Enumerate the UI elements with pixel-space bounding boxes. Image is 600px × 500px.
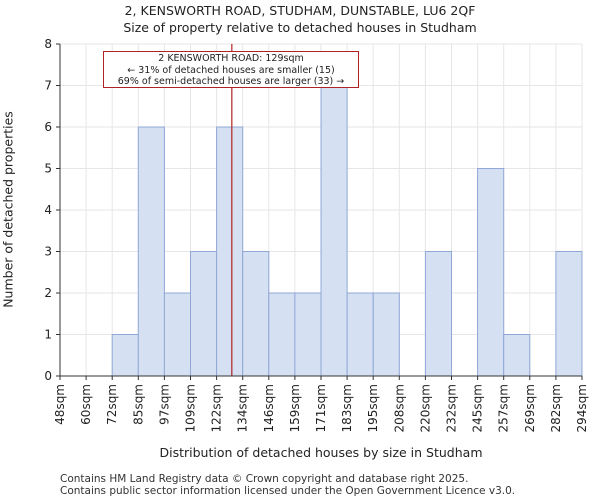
y-tick-label: 3	[44, 245, 52, 259]
footer-line-1: Contains HM Land Registry data © Crown c…	[60, 473, 469, 485]
bar-146sqm	[268, 292, 296, 377]
x-tick-label: 97sqm	[157, 384, 171, 425]
y-tick-label: 0	[44, 369, 52, 383]
annotation-line-3: 69% of semi-detached houses are larger (…	[117, 76, 345, 87]
x-tick-label: 122sqm	[210, 384, 224, 432]
bar-122sqm	[216, 126, 244, 377]
bar-72sqm	[111, 334, 139, 377]
bar-257sqm	[503, 334, 531, 377]
bar-171sqm	[320, 85, 348, 377]
x-tick-label: 195sqm	[366, 384, 380, 432]
x-tick-label: 220sqm	[418, 384, 432, 432]
annotation-line-1: 2 KENSWORTH ROAD: 129sqm	[158, 53, 304, 64]
y-tick-label: 8	[44, 37, 52, 51]
x-tick-label: 183sqm	[340, 384, 354, 432]
x-tick-label: 208sqm	[392, 384, 406, 432]
x-tick-label: 146sqm	[262, 384, 276, 432]
footer-line-2: Contains public sector information licen…	[60, 485, 516, 497]
x-tick-label: 257sqm	[497, 384, 511, 432]
x-tick-label: 60sqm	[79, 384, 93, 425]
bar-85sqm	[137, 126, 165, 377]
axes	[56, 43, 583, 380]
x-tick-label: 232sqm	[445, 384, 459, 432]
x-tick-label: 245sqm	[471, 384, 485, 432]
bars	[111, 85, 583, 377]
bar-195sqm	[372, 292, 400, 377]
chart-subtitle: Size of property relative to detached ho…	[123, 20, 477, 35]
x-tick-label: 294sqm	[575, 384, 589, 432]
y-axis-label: Number of detached properties	[0, 111, 16, 308]
bar-134sqm	[242, 251, 270, 377]
y-tick-label: 7	[44, 79, 52, 93]
x-tick-label: 48sqm	[53, 384, 67, 425]
x-tick-label: 269sqm	[523, 384, 537, 432]
x-tick-label: 171sqm	[314, 384, 328, 432]
x-tick-label: 159sqm	[288, 384, 302, 432]
x-tick-label: 85sqm	[131, 384, 145, 425]
bar-159sqm	[294, 292, 322, 377]
y-tick-label: 5	[44, 162, 52, 176]
x-axis-label: Distribution of detached houses by size …	[159, 445, 483, 460]
y-tick-labels: 0 1 2 3 4 5 6 7 8	[44, 37, 52, 383]
annotation-line-2: ← 31% of detached houses are smaller (15…	[127, 64, 335, 76]
bar-220sqm	[424, 251, 452, 377]
y-tick-label: 4	[44, 203, 52, 217]
bar-282sqm	[555, 251, 583, 377]
x-tick-labels: 48sqm 60sqm 72sqm 85sqm 97sqm 109sqm 122sqm 134…	[53, 384, 589, 432]
marker-annotation: 2 KENSWORTH ROAD: 129sqm ← 31% of detach…	[103, 51, 359, 88]
x-tick-label: 109sqm	[184, 384, 198, 432]
bar-97sqm	[163, 292, 191, 377]
x-tick-label: 72sqm	[105, 384, 119, 425]
y-tick-label: 2	[44, 286, 52, 300]
bar-183sqm	[346, 292, 374, 377]
x-tick-label: 282sqm	[549, 384, 563, 432]
chart-title: 2, KENSWORTH ROAD, STUDHAM, DUNSTABLE, L…	[124, 3, 476, 18]
y-tick-label: 6	[44, 120, 52, 134]
bar-245sqm	[477, 168, 505, 377]
x-tick-label: 134sqm	[236, 384, 250, 432]
y-tick-label: 1	[44, 328, 52, 342]
bar-109sqm	[190, 251, 218, 377]
